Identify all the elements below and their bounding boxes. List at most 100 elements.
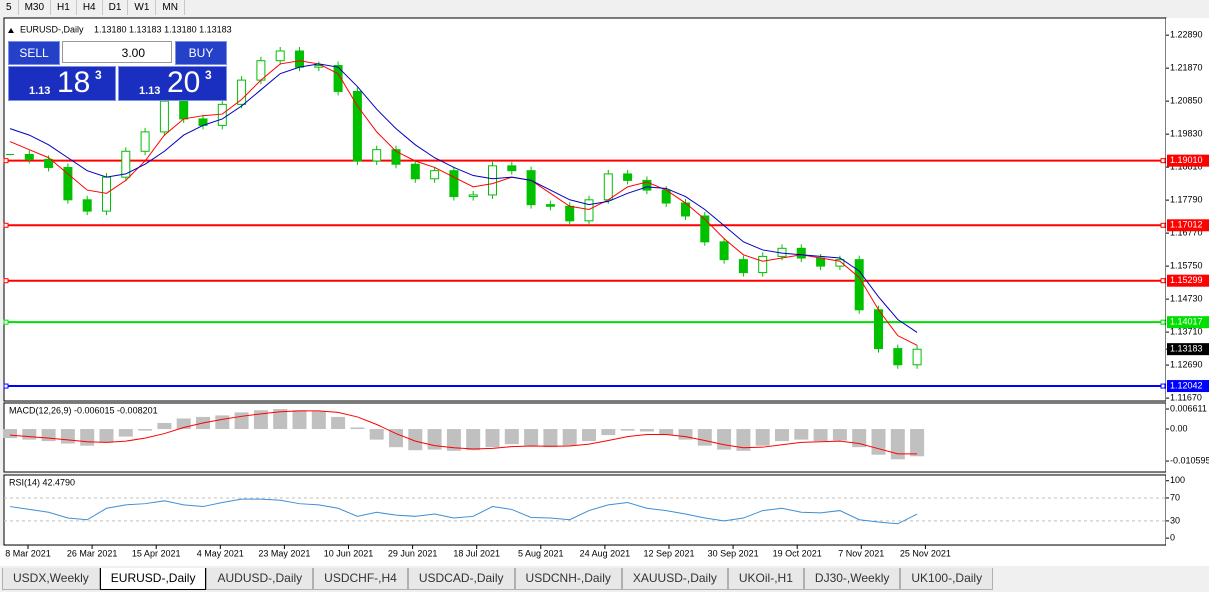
level-label: 1.15299 [1170,275,1203,285]
rsi-title: RSI(14) 42.4790 [9,477,75,487]
ask-frac: 3 [205,68,212,82]
timeframe-button[interactable]: W1 [128,0,157,15]
macd-bar [871,429,886,455]
macd-bar [678,429,693,440]
sell-button[interactable]: SELL [8,41,60,65]
y-tick-label: 1.20850 [1170,96,1203,106]
chart-tab[interactable]: DJ30-,Weekly [803,568,901,590]
chart-tab[interactable]: XAUUSD-,Daily [621,568,728,590]
candle [295,50,304,68]
macd-bar [736,429,751,451]
macd-bar [118,429,133,437]
y-tick-label: 1.14730 [1170,293,1203,303]
candle [854,259,864,311]
candle [391,149,401,165]
macd-bar [446,429,461,451]
one-click-trading: SELL 3.00 BUY 1.13 18 3 1.13 20 3 [8,41,227,101]
macd-bar [601,429,616,436]
x-tick-label: 23 May 2021 [258,548,310,558]
rsi-line [9,498,918,525]
candle [738,259,748,274]
rsi-panel [3,474,1167,546]
x-tick-label: 19 Oct 2021 [773,548,822,558]
x-tick-label: 26 Mar 2021 [67,548,118,558]
candle [468,194,478,198]
ask-price[interactable]: 1.13 20 3 [118,66,227,101]
candle [102,176,111,212]
x-tick-label: 5 Aug 2021 [518,548,564,558]
candle [333,65,343,92]
macd-bar [350,427,365,430]
candle [584,199,594,222]
macd-bar [60,429,75,444]
candle [874,309,883,350]
chart-tab[interactable]: UK100-,Daily [900,568,994,590]
macd-bar [176,418,191,430]
macd-bar [215,415,230,430]
candle [623,173,633,181]
chart-tab[interactable]: AUDUSD-,Daily [206,568,314,590]
macd-bar [138,429,153,431]
y-tick-label: 1.16770 [1170,227,1203,237]
buy-button[interactable]: BUY [175,41,227,65]
macd-bar [775,429,789,442]
candle [545,204,555,207]
candle [237,79,247,105]
level-label-bg [1167,219,1209,232]
chart-tab[interactable]: USDCHF-,H4 [313,568,408,590]
bid-price[interactable]: 1.13 18 3 [8,66,116,101]
y-tick-label: 1.12690 [1170,359,1203,369]
level-label-bg [1167,316,1209,329]
chart-tab[interactable]: UKOil-,H1 [727,568,804,590]
candle [352,90,362,162]
timeframe-button[interactable]: H4 [77,0,103,15]
lots-input[interactable]: 3.00 [62,41,172,63]
chart-tab[interactable]: USDX,Weekly [2,568,100,590]
timeframe-button[interactable]: M30 [19,0,52,15]
timeframe-button[interactable]: D1 [103,0,129,15]
timeframe-button[interactable]: 5 [0,0,19,15]
macd-bar [813,429,828,442]
ask-big: 1.13 [139,85,161,97]
x-tick-label: 30 Sep 2021 [708,548,759,558]
macd-bar [157,422,172,430]
macd-bar [485,429,500,448]
level-label: 1.14017 [1170,317,1203,327]
macd-bar [99,429,114,443]
timeframe-toolbar: 5 M30 H1 H4 D1 W1 MN [0,0,185,15]
macd-bar [389,429,403,448]
y-tick-label: 70 [1170,492,1180,502]
level-label: 1.12042 [1170,380,1203,390]
bid-pips: 18 [57,66,91,99]
collapse-icon[interactable] [8,28,14,33]
y-tick-label: 1.13710 [1170,326,1203,336]
macd-bar [717,429,732,450]
x-tick-label: 18 Jul 2021 [453,548,500,558]
candle [507,165,517,172]
candle [449,170,459,198]
candle [410,163,420,180]
candle [44,158,54,168]
macd-bar [80,429,95,446]
chart-tab[interactable]: USDCAD-,Daily [407,568,515,590]
timeframe-button[interactable]: H1 [51,0,77,15]
macd-signal [9,410,918,455]
macd-bar [910,429,925,457]
bid-big: 1.13 [29,85,51,97]
chart-tab[interactable]: EURUSD-,Daily [99,568,207,590]
y-tick-label: 0.006611 [1170,403,1207,413]
macd-bar [234,412,249,430]
moving-average [9,63,918,333]
macd-bar [22,429,37,440]
macd-bar [466,429,481,451]
macd-bar [311,411,326,430]
macd-title: MACD(12,26,9) -0.006015 -0.008201 [9,405,158,415]
macd-bar [3,429,17,439]
candle [719,241,729,261]
candle [121,150,131,178]
y-tick-label: -0.010595 [1170,455,1209,465]
candle [63,166,73,201]
y-tick-label: 1.22890 [1170,30,1203,40]
timeframe-button[interactable]: MN [156,0,185,15]
chart-tab[interactable]: USDCNH-,Daily [514,568,622,590]
